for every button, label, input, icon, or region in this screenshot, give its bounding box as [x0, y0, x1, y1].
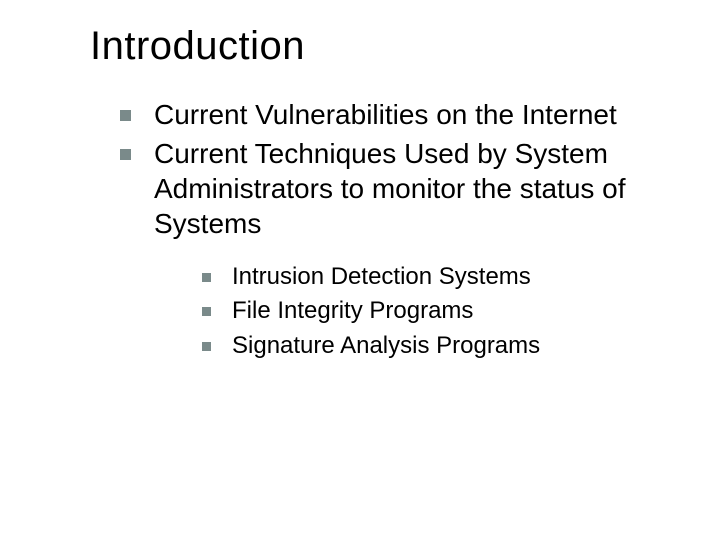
bullet-text: Current Vulnerabilities on the Internet: [154, 99, 617, 130]
bullet-text: Signature Analysis Programs: [232, 332, 540, 359]
list-item: Intrusion Detection Systems: [202, 261, 680, 293]
list-item: Current Techniques Used by System Admini…: [120, 136, 680, 362]
bullet-text: File Integrity Programs: [232, 297, 473, 324]
bullet-list-level1: Current Vulnerabilities on the Internet …: [90, 97, 680, 362]
bullet-text: Current Techniques Used by System Admini…: [154, 138, 626, 239]
bullet-list-level2: Intrusion Detection Systems File Integri…: [154, 261, 680, 362]
slide-title: Introduction: [90, 24, 680, 69]
list-item: Current Vulnerabilities on the Internet: [120, 97, 680, 132]
list-item: Signature Analysis Programs: [202, 330, 680, 362]
slide-container: Introduction Current Vulnerabilities on …: [0, 0, 720, 540]
list-item: File Integrity Programs: [202, 295, 680, 327]
bullet-text: Intrusion Detection Systems: [232, 263, 531, 290]
